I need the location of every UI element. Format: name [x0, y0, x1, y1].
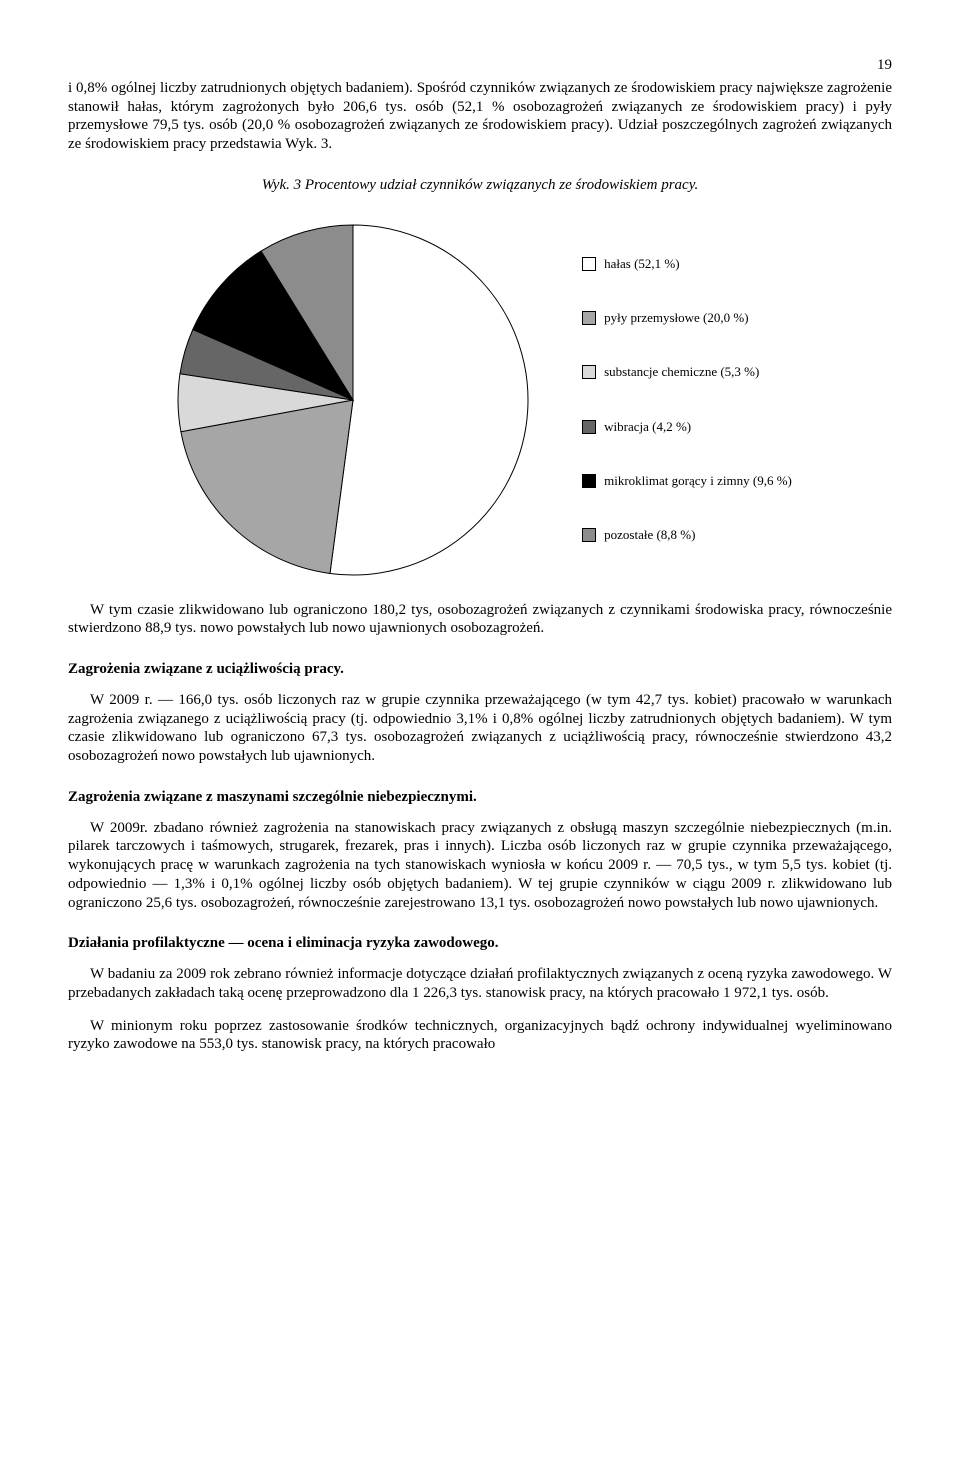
legend-swatch: [582, 257, 596, 271]
legend-label: mikroklimat gorący i zimny (9,6 %): [604, 473, 792, 489]
legend-item: mikroklimat gorący i zimny (9,6 %): [582, 473, 792, 489]
page-number: 19: [68, 56, 892, 75]
legend-label: hałas (52,1 %): [604, 256, 679, 272]
pie-chart: [168, 215, 538, 585]
intro-text: i 0,8% ogólnej liczby zatrudnionych obję…: [68, 80, 892, 152]
legend-label: substancje chemiczne (5,3 %): [604, 364, 759, 380]
section2-text: W 2009r. zbadano również zagrożenia na s…: [68, 820, 892, 911]
section3-body1: W badaniu za 2009 rok zebrano również in…: [68, 965, 892, 1003]
chart-caption: Wyk. 3 Procentowy udział czynników związ…: [68, 176, 892, 195]
legend-item: pyły przemysłowe (20,0 %): [582, 310, 792, 326]
section1-text: W 2009 r. — 166,0 tys. osób liczonych ra…: [68, 692, 892, 764]
legend-item: substancje chemiczne (5,3 %): [582, 364, 792, 380]
legend-item: hałas (52,1 %): [582, 256, 792, 272]
legend-item: pozostałe (8,8 %): [582, 527, 792, 543]
section3-heading: Działania profilaktyczne — ocena i elimi…: [68, 934, 892, 953]
section1-body: W 2009 r. — 166,0 tys. osób liczonych ra…: [68, 691, 892, 766]
after-chart-paragraph: W tym czasie zlikwidowano lub ograniczon…: [68, 601, 892, 639]
legend-swatch: [582, 420, 596, 434]
legend-swatch: [582, 528, 596, 542]
legend-swatch: [582, 365, 596, 379]
section3-text1: W badaniu za 2009 rok zebrano również in…: [68, 966, 892, 1001]
legend-swatch: [582, 474, 596, 488]
after-chart-text: W tym czasie zlikwidowano lub ograniczon…: [68, 602, 892, 637]
section1-heading: Zagrożenia związane z uciążliwością prac…: [68, 660, 892, 679]
legend-label: wibracja (4,2 %): [604, 419, 691, 435]
chart-area: hałas (52,1 %) pyły przemysłowe (20,0 %) s…: [68, 215, 892, 585]
legend-label: pyły przemysłowe (20,0 %): [604, 310, 748, 326]
section2-body: W 2009r. zbadano również zagrożenia na s…: [68, 819, 892, 913]
section3-body2: W minionym roku poprzez zastosowanie śro…: [68, 1017, 892, 1055]
section2-heading: Zagrożenia związane z maszynami szczegól…: [68, 788, 892, 807]
intro-paragraph: i 0,8% ogólnej liczby zatrudnionych obję…: [68, 79, 892, 154]
section3-text2: W minionym roku poprzez zastosowanie śro…: [68, 1018, 892, 1053]
legend-label: pozostałe (8,8 %): [604, 527, 695, 543]
legend-item: wibracja (4,2 %): [582, 419, 792, 435]
pie-slice: [330, 225, 528, 575]
chart-legend: hałas (52,1 %) pyły przemysłowe (20,0 %) s…: [582, 256, 792, 544]
legend-swatch: [582, 311, 596, 325]
